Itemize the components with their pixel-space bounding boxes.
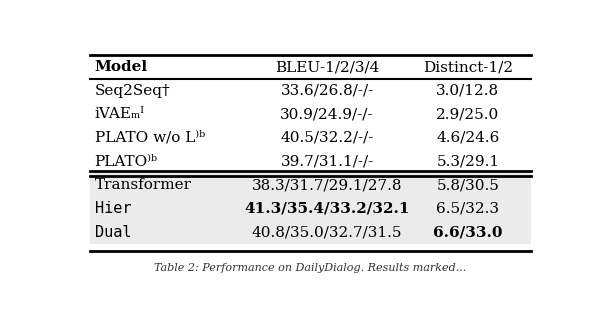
Text: Hier: Hier: [95, 201, 131, 216]
Text: 3.0/12.8: 3.0/12.8: [436, 84, 499, 98]
Text: 41.3/35.4/33.2/32.1: 41.3/35.4/33.2/32.1: [244, 202, 410, 216]
Text: 6.6/33.0: 6.6/33.0: [433, 225, 502, 239]
Text: 5.3/29.1: 5.3/29.1: [436, 155, 499, 169]
Bar: [90, 173, 531, 244]
Text: 33.6/26.8/-/-: 33.6/26.8/-/-: [281, 84, 374, 98]
Text: PLATO⁾ᵇ: PLATO⁾ᵇ: [95, 155, 158, 169]
Text: Seq2Seq†: Seq2Seq†: [95, 84, 170, 98]
Text: 40.8/35.0/32.7/31.5: 40.8/35.0/32.7/31.5: [251, 225, 402, 239]
Text: 6.5/32.3: 6.5/32.3: [436, 202, 499, 216]
Text: 39.7/31.1/-/-: 39.7/31.1/-/-: [281, 155, 374, 169]
Text: PLATO w/o L⁾ᵇ: PLATO w/o L⁾ᵇ: [95, 131, 205, 145]
Text: 30.9/24.9/-/-: 30.9/24.9/-/-: [280, 107, 374, 121]
Text: 40.5/32.2/-/-: 40.5/32.2/-/-: [281, 131, 374, 145]
Text: Model: Model: [95, 60, 148, 74]
Text: 2.9/25.0: 2.9/25.0: [436, 107, 499, 121]
Text: 5.8/30.5: 5.8/30.5: [436, 178, 499, 192]
Text: Table 2: Performance on DailyDialog. Results marked...: Table 2: Performance on DailyDialog. Res…: [155, 263, 467, 273]
Text: Dual: Dual: [95, 225, 131, 240]
Text: Transformer: Transformer: [95, 178, 191, 192]
Text: BLEU-1/2/3/4: BLEU-1/2/3/4: [275, 60, 379, 74]
Text: 4.6/24.6: 4.6/24.6: [436, 131, 499, 145]
Text: Distinct-1/2: Distinct-1/2: [423, 60, 513, 74]
Text: 38.3/31.7/29.1/27.8: 38.3/31.7/29.1/27.8: [251, 178, 402, 192]
Text: iVAEₘᴵ: iVAEₘᴵ: [95, 107, 145, 121]
